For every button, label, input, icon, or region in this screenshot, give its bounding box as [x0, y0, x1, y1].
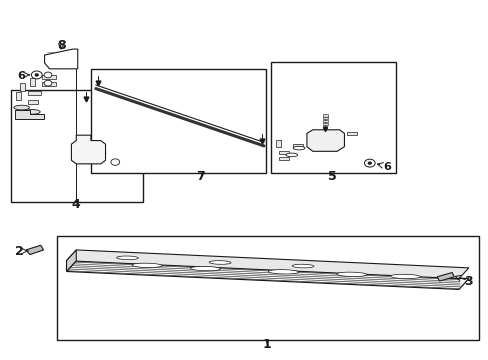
Bar [42, 75, 56, 78]
Polygon shape [66, 261, 468, 289]
Text: 3: 3 [464, 275, 472, 288]
Text: 1: 1 [262, 338, 270, 351]
Ellipse shape [389, 274, 420, 279]
Ellipse shape [132, 263, 162, 267]
Ellipse shape [291, 264, 313, 268]
Bar [278, 157, 289, 160]
Bar [323, 120, 327, 122]
Bar [20, 83, 25, 91]
Bar [11, 90, 143, 202]
Bar [57, 235, 478, 339]
Polygon shape [44, 49, 78, 69]
Polygon shape [306, 130, 344, 151]
Circle shape [44, 72, 52, 78]
Ellipse shape [268, 270, 298, 274]
Polygon shape [66, 250, 468, 279]
Bar [346, 132, 356, 135]
Polygon shape [26, 245, 43, 255]
Bar [293, 144, 303, 148]
Polygon shape [66, 250, 76, 271]
Ellipse shape [190, 266, 220, 271]
Text: 4: 4 [72, 198, 81, 211]
Text: 7: 7 [196, 170, 204, 183]
Ellipse shape [293, 146, 305, 150]
Text: 6: 6 [17, 71, 25, 81]
Ellipse shape [14, 105, 29, 110]
Circle shape [35, 73, 39, 76]
Polygon shape [71, 135, 105, 164]
Bar [271, 62, 395, 173]
Ellipse shape [285, 153, 297, 157]
Circle shape [111, 159, 120, 165]
Polygon shape [15, 110, 43, 119]
Circle shape [44, 80, 52, 86]
Bar [27, 100, 38, 104]
Bar [278, 150, 289, 154]
Bar [323, 117, 327, 120]
Circle shape [364, 159, 374, 167]
Bar [16, 92, 21, 100]
Circle shape [31, 71, 42, 79]
Text: 2: 2 [15, 244, 23, 257]
Bar [322, 126, 327, 128]
Bar [323, 114, 328, 117]
Ellipse shape [24, 109, 40, 114]
Ellipse shape [116, 256, 138, 260]
Text: 8: 8 [57, 39, 65, 52]
Bar [322, 123, 327, 125]
Polygon shape [436, 273, 453, 281]
Text: 5: 5 [327, 170, 336, 183]
Bar [42, 82, 56, 86]
Ellipse shape [209, 261, 231, 264]
Text: 6: 6 [382, 162, 390, 172]
Ellipse shape [336, 272, 366, 276]
Bar [30, 78, 35, 86]
Bar [27, 91, 41, 95]
Circle shape [367, 162, 371, 165]
Bar [91, 69, 266, 173]
Bar [276, 140, 281, 147]
